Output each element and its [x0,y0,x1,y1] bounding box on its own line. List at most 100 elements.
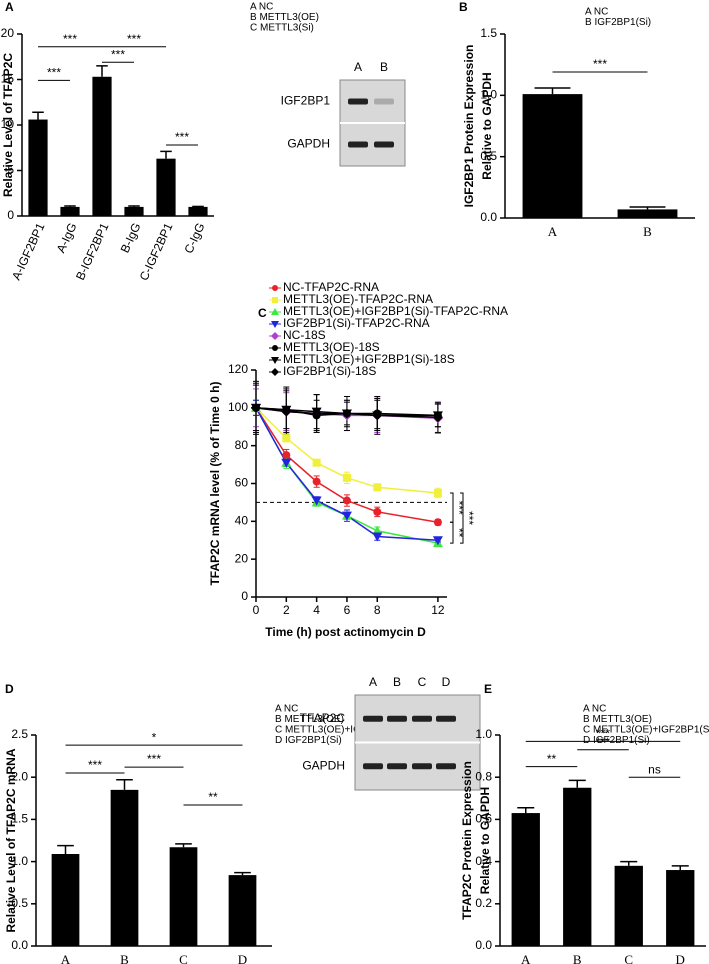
blot-band [412,715,432,722]
blot-lane-label: A [369,675,377,689]
x-tick-label: B-IgG [118,221,144,255]
legend-label: IGF2BP1(Si)-18S [283,364,376,378]
significance-label: ** [547,752,557,766]
legend-marker [271,321,279,328]
legend-note: C METTL3(OE)+IGF2BP1(Si) [275,725,407,736]
y-tick-label: 10 [1,117,15,131]
legend-note: A NC [583,704,606,715]
legend-label: METTL3(OE)-18S [283,340,380,354]
bar [617,209,678,218]
y-axis-label: Relative to GAPDH [478,787,492,894]
y-tick-label: 1.5 [480,26,497,40]
x-tick-label: A [521,952,531,964]
marker [433,518,442,527]
y-tick-label: 120 [228,362,248,376]
y-tick-label: 20 [1,26,15,40]
x-tick-label: 4 [313,603,320,617]
x-tick-label: 6 [344,603,351,617]
legend-label: NC-TFAP2C-RNA [283,280,379,294]
blot-band [348,141,368,148]
marker [372,410,383,421]
bar [28,119,48,216]
significance-bracket [450,521,454,544]
marker [282,451,291,460]
series-line [255,407,439,524]
blot-lane-label: A [354,60,362,74]
blot-band [387,763,407,770]
legend-marker [272,345,278,351]
significance-label: ** [452,528,466,538]
y-tick-label: 5 [7,163,14,177]
blot-lane-label: B [393,675,401,689]
legend-note: A NC [275,704,298,715]
significance-label: *** [596,727,610,741]
bar [511,813,540,946]
y-tick-label: 0.5 [480,149,497,163]
bar [188,206,208,216]
blot-band [363,715,383,722]
blot-band [436,715,456,722]
panel: A A NCB METTL3(OE)C METTL3(Si) 0 5 10 15 20 Rel… [1,0,406,283]
y-tick-label: 0.6 [475,812,492,826]
significance-label: *** [63,32,77,46]
panel: E A NCB METTL3(OE)C METTL3(OE)+IGF2BP1(Si… [460,682,709,964]
legend-marker [272,285,278,291]
series-line [255,407,438,419]
panel-letter: D [5,682,14,696]
blot-lane-label: C [418,675,427,689]
y-tick-label: 0.2 [475,896,492,910]
legend-note: D IGF2BP1(Si) [583,735,650,746]
y-tick-label: 2.5 [11,727,28,741]
y-axis-label: IGF2BP1 Protein Expression [462,45,476,208]
blot-row-label: GAPDH [302,758,345,772]
y-tick-label: 1.5 [11,812,28,826]
significance-label: *** [452,501,466,515]
x-tick-label: A-IgG [54,221,80,255]
y-tick-label: 20 [235,551,249,565]
legend-marker [271,332,279,340]
legend-marker [271,357,279,364]
x-tick-label: C-IGF2BP1 [137,220,176,282]
bar [169,847,198,946]
x-tick-label: 8 [374,603,381,617]
significance-label: ns [648,762,661,776]
significance-label: *** [593,57,607,71]
y-axis-label: Relative Level of TFAP2C [1,53,15,197]
marker [311,408,322,419]
x-axis-label: Time (h) post actinomycin D [265,625,426,639]
y-tick-label: 0 [7,208,14,222]
bar [51,854,80,946]
legend-marker [271,368,279,376]
bar [228,875,257,946]
marker [432,412,443,423]
x-tick-label: B [643,224,652,239]
x-tick-label: B [573,952,582,964]
x-tick-label: A [548,224,558,239]
significance-label: *** [462,511,476,525]
blot-row-label: TFAP2C [300,711,346,725]
panel: B A NCB IGF2BP1(Si) 0.0 0.5 1.0 1.5 IGF2BP1 Pr… [459,0,695,239]
blot-band [436,763,456,770]
y-tick-label: 0.0 [475,938,492,952]
marker [341,408,352,419]
blot-band [348,98,368,105]
x-tick-label: 2 [283,603,290,617]
y-tick-label: 15 [1,72,15,86]
x-tick-label: B [120,952,129,964]
y-axis-label: TFAP2C mRNA level (% of Time 0 h) [208,381,222,585]
bar [522,94,583,218]
panel-letter: A [5,0,14,14]
y-tick-label: 0.5 [11,896,28,910]
series-line [255,407,438,541]
y-tick-label: 80 [235,438,249,452]
significance-label: *** [175,130,189,144]
x-tick-label: C [624,952,633,964]
x-tick-label: 12 [431,603,445,617]
marker [312,477,321,486]
panel: D A NCB METTL3(OE)C METTL3(OE)+IGF2BP1(Si… [4,675,481,964]
legend-note: B METTL3(OE) [583,714,652,725]
marker [433,488,442,497]
y-tick-label: 0.0 [480,210,497,224]
